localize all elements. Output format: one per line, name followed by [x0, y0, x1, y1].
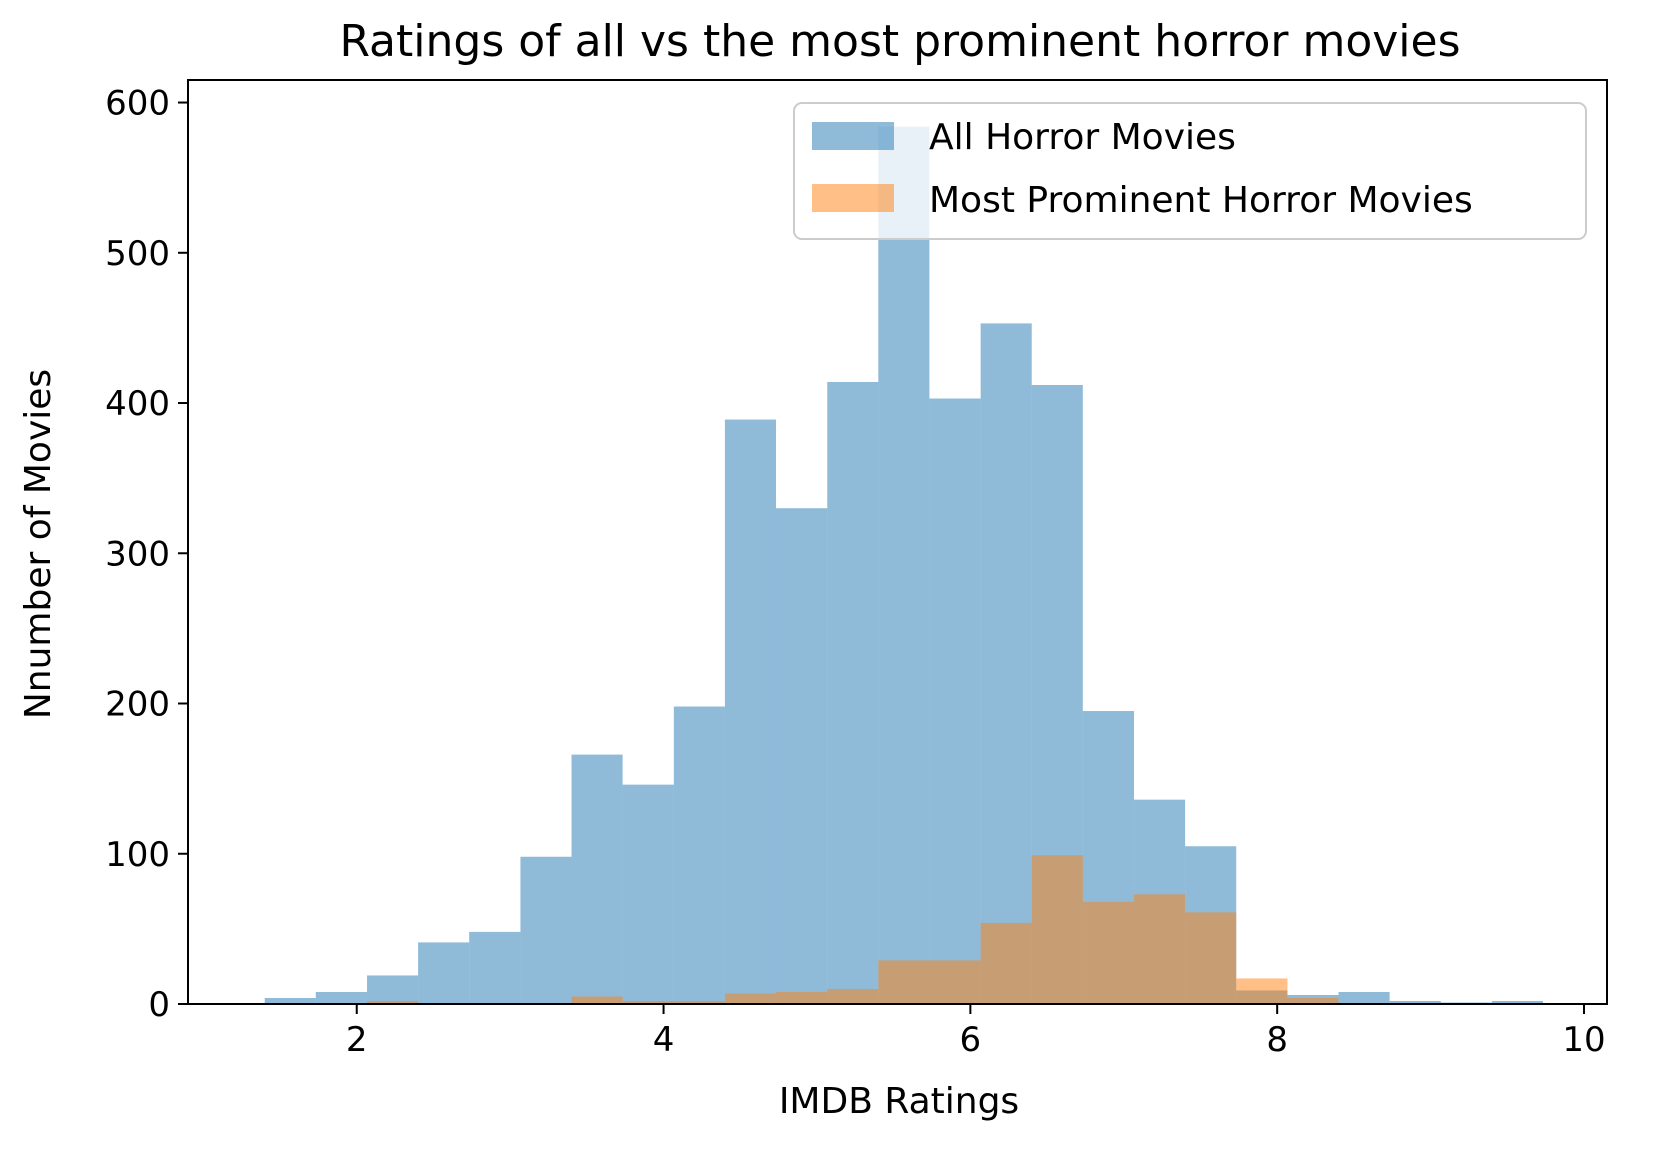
all-horror-bar-0: [264, 997, 316, 1004]
y-tick-label: 400: [105, 384, 170, 424]
legend: All Horror Movies Most Prominent Horror …: [793, 102, 1587, 240]
prominent-horror-bar-14: [1082, 901, 1135, 1004]
y-axis-label: Nnumber of Movies: [18, 369, 59, 719]
x-tick-label: 6: [960, 1020, 982, 1060]
prominent-horror-bar-18: [1287, 997, 1339, 1004]
legend-box: [793, 102, 1587, 240]
x-axis-ticks: 2 4 6 8 10: [346, 1004, 1606, 1060]
y-tick-label: 500: [105, 234, 170, 274]
plot-frame: [187, 79, 1608, 1005]
x-axis-label: IMDB Ratings: [779, 1081, 1019, 1122]
all-horror-bar-14: [980, 323, 1032, 1004]
all-horror-bar-24: [1491, 1000, 1544, 1004]
prominent-horror-bar-10: [878, 960, 930, 1004]
all-horror-bar-1: [315, 991, 368, 1004]
prominent-horror-bar-4: [571, 996, 623, 1004]
prominent-horror-bar-17: [1236, 978, 1288, 1004]
chart-title: Ratings of all vs the most prominent hor…: [339, 16, 1460, 67]
legend-label-prominent: Most Prominent Horror Movies: [929, 180, 1473, 221]
legend-swatch-all: [812, 122, 894, 150]
y-tick-label: 100: [105, 835, 170, 875]
prominent-horror-bar-16: [1185, 912, 1237, 1004]
all-horror-bar-7: [622, 784, 674, 1004]
all-horror-bar-8: [673, 706, 725, 1004]
x-tick-label: 2: [346, 1020, 368, 1060]
y-axis-ticks: 0 100 200 300 400 500 600: [105, 84, 188, 1025]
prominent-horror-bar-5: [622, 1000, 674, 1004]
all-horror-bars: [264, 126, 1544, 1004]
all-horror-bar-6: [571, 754, 623, 1004]
all-horror-bar-10: [776, 508, 828, 1004]
all-horror-bar-2: [367, 975, 419, 1004]
all-horror-bar-22: [1389, 1000, 1441, 1004]
all-horror-bar-11: [827, 381, 879, 1004]
all-horror-bar-3: [418, 942, 470, 1004]
all-horror-bar-5: [520, 856, 572, 1004]
y-tick-label: 200: [105, 685, 170, 725]
prominent-horror-bar-9: [827, 988, 879, 1004]
all-horror-bar-12: [878, 126, 930, 1004]
all-horror-bar-13: [929, 398, 981, 1004]
prominent-horror-bar-11: [929, 960, 981, 1004]
all-horror-bar-9: [724, 419, 777, 1004]
x-tick-label: 8: [1266, 1020, 1288, 1060]
legend-swatch-prominent: [812, 184, 894, 212]
y-tick-label: 600: [105, 84, 170, 124]
prominent-horror-bar-15: [1134, 894, 1186, 1004]
y-tick-label: 300: [105, 534, 170, 574]
y-tick-label: 0: [148, 985, 170, 1025]
prominent-horror-bars: [367, 855, 1339, 1004]
x-tick-label: 4: [653, 1020, 675, 1060]
prominent-horror-bar-0: [367, 1000, 419, 1004]
prominent-horror-bar-12: [980, 922, 1032, 1004]
all-horror-bar-21: [1338, 991, 1390, 1004]
prominent-horror-bar-13: [1031, 855, 1083, 1004]
x-tick-label: 10: [1562, 1020, 1605, 1060]
prominent-horror-bar-6: [673, 1000, 725, 1004]
all-horror-bar-4: [469, 931, 521, 1004]
prominent-horror-bar-8: [776, 991, 828, 1004]
legend-label-all: All Horror Movies: [929, 117, 1236, 158]
prominent-horror-bar-7: [724, 993, 777, 1004]
